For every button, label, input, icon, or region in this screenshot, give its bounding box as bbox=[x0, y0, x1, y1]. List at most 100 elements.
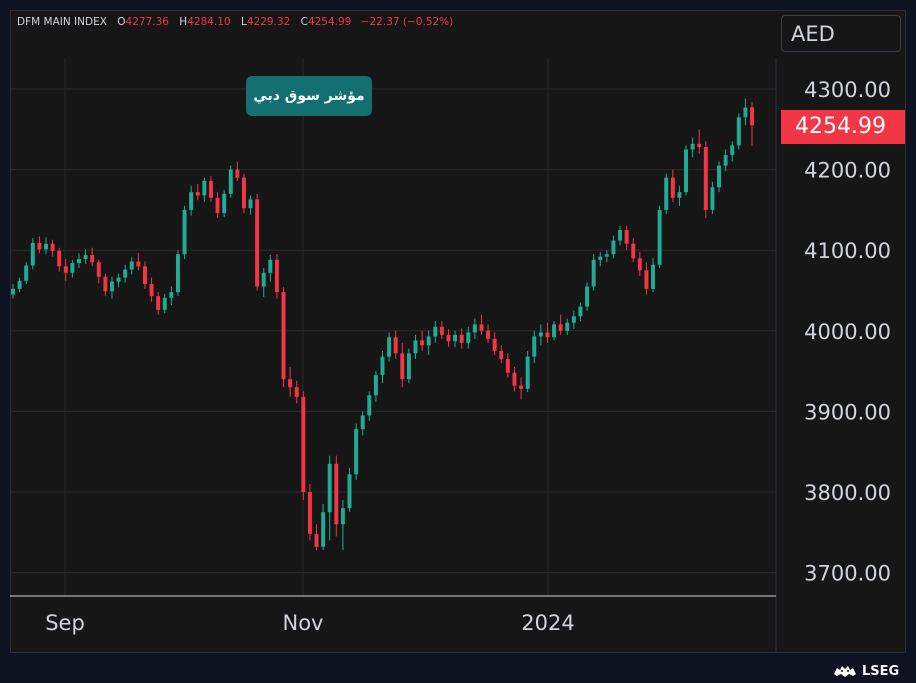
candle-body bbox=[169, 292, 174, 298]
candle bbox=[129, 257, 134, 275]
grid-layer bbox=[10, 58, 776, 596]
candle-body bbox=[156, 296, 161, 310]
candle-body bbox=[281, 292, 286, 380]
candle-body bbox=[743, 107, 748, 118]
currency-button[interactable]: AED bbox=[781, 15, 901, 52]
candle-body bbox=[109, 281, 114, 292]
ohlc-legend: DFM MAIN INDEX O4277.36 H4284.10 L4229.3… bbox=[17, 16, 453, 28]
candle bbox=[538, 324, 543, 346]
candle-body bbox=[294, 387, 299, 397]
x-tick-layer: Sep Nov 2024 bbox=[45, 611, 575, 635]
candle bbox=[314, 524, 319, 551]
candle-body bbox=[611, 240, 616, 255]
candle-body bbox=[129, 261, 134, 270]
candle-body bbox=[77, 259, 81, 264]
candle-body bbox=[710, 187, 715, 210]
candle-body bbox=[274, 259, 279, 293]
candle-body bbox=[479, 324, 484, 331]
candle bbox=[228, 165, 233, 198]
y-tick-label: 4100.00 bbox=[804, 239, 891, 263]
candle bbox=[215, 192, 220, 218]
candle-body bbox=[525, 356, 530, 389]
candle bbox=[189, 185, 194, 216]
candle-body bbox=[717, 165, 721, 188]
candle bbox=[393, 330, 398, 360]
candle-body bbox=[393, 337, 398, 354]
candle-body bbox=[697, 143, 702, 148]
lseg-logo: LSEG bbox=[833, 663, 899, 679]
candle bbox=[57, 247, 62, 272]
low-label: L bbox=[240, 16, 247, 28]
candle bbox=[433, 321, 438, 343]
candle bbox=[598, 251, 603, 267]
candle bbox=[142, 261, 147, 289]
candle-layer bbox=[11, 98, 754, 551]
open-label: O bbox=[117, 16, 126, 28]
candle bbox=[202, 177, 207, 202]
open-value: 4277.36 bbox=[125, 16, 169, 28]
candle-body bbox=[202, 180, 207, 196]
candle-body bbox=[70, 263, 75, 273]
candle bbox=[670, 169, 675, 202]
candle bbox=[512, 367, 517, 392]
candle bbox=[420, 330, 425, 351]
candle-body bbox=[598, 256, 603, 260]
candle-body bbox=[446, 334, 451, 342]
candle bbox=[631, 238, 636, 263]
candle-body bbox=[690, 143, 695, 150]
candle-body bbox=[505, 359, 510, 373]
x-tick-label: Nov bbox=[283, 611, 324, 635]
candle-body bbox=[83, 255, 88, 260]
candle bbox=[63, 259, 68, 281]
candle-body bbox=[532, 336, 537, 357]
candle-body bbox=[736, 117, 741, 146]
candle bbox=[736, 113, 741, 150]
candle-body bbox=[360, 415, 365, 430]
x-tick-label: Sep bbox=[45, 611, 85, 635]
candle-body bbox=[37, 242, 42, 250]
candle-body bbox=[433, 326, 438, 337]
candle bbox=[96, 259, 101, 284]
candle bbox=[611, 235, 616, 259]
candle bbox=[466, 326, 471, 349]
candle bbox=[24, 262, 29, 285]
candle-body bbox=[585, 286, 590, 307]
candle bbox=[149, 277, 154, 302]
candle bbox=[604, 250, 609, 263]
candle-body bbox=[96, 262, 101, 277]
candle bbox=[162, 293, 167, 314]
candle bbox=[123, 264, 128, 283]
candle-body bbox=[466, 332, 471, 343]
candle-body bbox=[321, 512, 326, 547]
candle bbox=[591, 254, 596, 291]
candle-body bbox=[261, 272, 266, 287]
candle-body bbox=[519, 385, 524, 389]
candle-body bbox=[235, 169, 240, 178]
candle-body bbox=[103, 276, 108, 292]
candle-body bbox=[631, 243, 636, 259]
candle bbox=[156, 292, 161, 315]
candle-body bbox=[380, 356, 385, 376]
lion-emblem-icon bbox=[834, 666, 856, 677]
candle bbox=[235, 161, 240, 181]
candle-body bbox=[618, 230, 623, 241]
change-value: −22.37 (−0.52%) bbox=[360, 16, 454, 28]
candle-body bbox=[63, 266, 68, 273]
candle-body bbox=[228, 169, 233, 194]
candle bbox=[486, 324, 491, 343]
candle-body bbox=[307, 492, 312, 534]
candle bbox=[307, 483, 312, 541]
candle-body bbox=[684, 149, 688, 193]
candle bbox=[413, 334, 418, 360]
candle bbox=[327, 455, 332, 541]
candle bbox=[182, 205, 187, 260]
candle-body bbox=[367, 395, 372, 416]
candle-body bbox=[723, 155, 728, 166]
candle bbox=[268, 255, 273, 282]
candle bbox=[571, 310, 576, 330]
candle-body bbox=[182, 209, 187, 255]
y-tick-label: 3800.00 bbox=[804, 481, 891, 505]
candle bbox=[637, 251, 642, 276]
candle-body bbox=[406, 353, 411, 380]
